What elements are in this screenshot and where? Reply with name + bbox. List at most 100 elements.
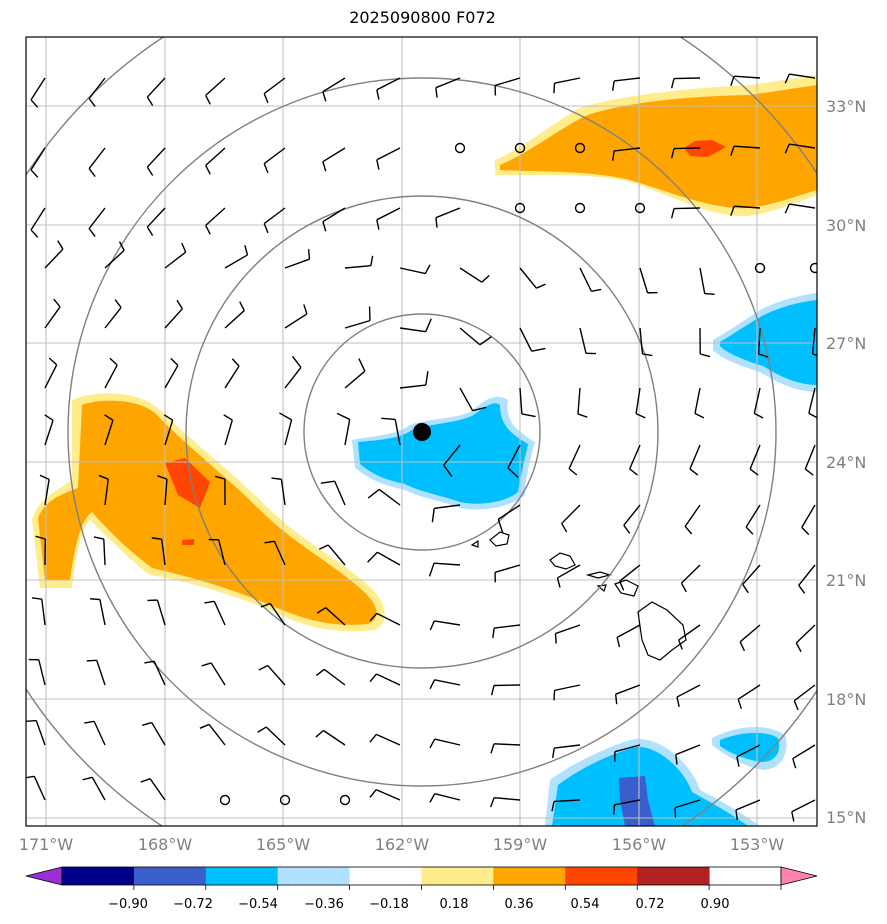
calm-wind-marker [339, 794, 351, 806]
wind-barb-flag [784, 203, 790, 214]
wind-barb [104, 307, 122, 329]
wind-barb-flag [151, 537, 162, 540]
lon-tick-label: 156°W [612, 835, 667, 854]
calm-wind-marker [454, 142, 466, 154]
negative-anomaly-se2 [720, 732, 780, 762]
wind-barb [205, 77, 226, 96]
wind-barb [224, 310, 245, 329]
wind-barb [749, 444, 761, 470]
wind-barb-flag [793, 700, 799, 711]
wind-barb [263, 147, 286, 165]
wind-barb [153, 661, 166, 686]
wind-barb [30, 207, 46, 231]
colorbar-extend-high [780, 866, 818, 886]
wind-barb [96, 660, 106, 686]
wind-barb [734, 145, 761, 149]
wind-barb [208, 724, 226, 746]
calm-wind-marker [754, 262, 766, 274]
wind-barb-flag [675, 754, 678, 765]
wind-barb-flag [619, 580, 625, 591]
wind-barb-flag [370, 255, 374, 266]
wind-barb-flag [749, 468, 759, 476]
wind-barb [164, 365, 179, 389]
wind-barb-flag [109, 357, 118, 366]
wind-barb-flag [369, 789, 377, 798]
wind-barb-flag [435, 87, 438, 98]
map-title: 2025090800 F072 [349, 8, 496, 27]
wind-barb-flag [376, 159, 380, 170]
lat-tick-label: 33°N [826, 97, 866, 116]
wind-barb-flag [320, 480, 335, 484]
wind-barb [519, 327, 533, 352]
wind-barb [745, 504, 761, 528]
wind-barb-flag [88, 228, 96, 237]
wind-barb-flag [554, 633, 557, 644]
colorbar-label: 0.18 [440, 897, 469, 912]
colorbar-swatch [637, 867, 710, 885]
colorbar-label: −0.18 [369, 897, 409, 912]
negative-anomaly-center [358, 403, 528, 504]
wind-barb [99, 599, 106, 626]
wind-barb [615, 684, 641, 695]
wind-barb [33, 776, 46, 801]
wind-barb-flag [315, 668, 325, 677]
wind-barb-flag [536, 283, 546, 289]
wind-barb-flag [551, 801, 555, 812]
gridlines [26, 37, 817, 826]
wind-barb [434, 679, 461, 686]
wind-barb-flag [84, 720, 95, 724]
wind-barb-flag [316, 607, 327, 614]
wind-barb [327, 544, 346, 566]
wind-barb [675, 744, 701, 756]
wind-barb [334, 480, 346, 506]
wind-barb [156, 599, 166, 626]
lat-tick-label: 27°N [826, 334, 866, 353]
wind-barb-flag [591, 288, 602, 293]
wind-barb [149, 778, 166, 801]
wind-barb-flag [611, 150, 615, 161]
positive-anomaly-ne-peak [684, 140, 726, 157]
wind-barb [614, 77, 641, 82]
wind-barb [377, 551, 401, 566]
wind-barb [146, 207, 166, 228]
wind-barb [737, 684, 761, 700]
wind-barb [44, 479, 50, 506]
wind-barb [811, 327, 816, 354]
wind-barb-flag [730, 205, 735, 216]
wind-barb-flag [798, 584, 806, 594]
wind-barb [795, 624, 816, 644]
wind-barb-flag [553, 690, 556, 701]
wind-barb [280, 479, 286, 506]
wind-barb-flag [376, 89, 380, 100]
wind-barb-flag [140, 778, 151, 783]
wind-barb-flag [490, 797, 495, 808]
positive-anomaly-ne [500, 85, 817, 209]
wind-barb [375, 789, 401, 801]
wind-barb [674, 799, 701, 809]
wind-barb [459, 267, 483, 283]
wind-barb [263, 77, 286, 95]
wind-barb [376, 612, 401, 626]
wind-barb-flag [616, 637, 621, 648]
wind-barb-flag [239, 301, 245, 311]
wind-barb-flag [381, 417, 396, 421]
wind-barb [344, 264, 371, 269]
wind-barb [568, 444, 581, 469]
wind-barb [507, 444, 521, 469]
lon-tick-label: 165°W [256, 835, 311, 854]
wind-barb-flag [315, 729, 324, 738]
wind-barb [742, 564, 761, 585]
island-niihau [470, 539, 479, 548]
wind-barb [88, 147, 106, 170]
wind-barb-flag [57, 240, 64, 250]
wind-barb-flag [303, 304, 308, 315]
wind-barb [736, 744, 761, 758]
wind-barb-flag [481, 274, 490, 283]
wind-barb-flag [742, 584, 749, 594]
wind-barb-flag [307, 249, 311, 260]
wind-barb-flag [88, 168, 96, 177]
wind-barb [676, 684, 701, 698]
wind-barb-flag [258, 664, 269, 671]
wind-barb-flag [48, 357, 58, 366]
wind-barb [160, 539, 166, 566]
